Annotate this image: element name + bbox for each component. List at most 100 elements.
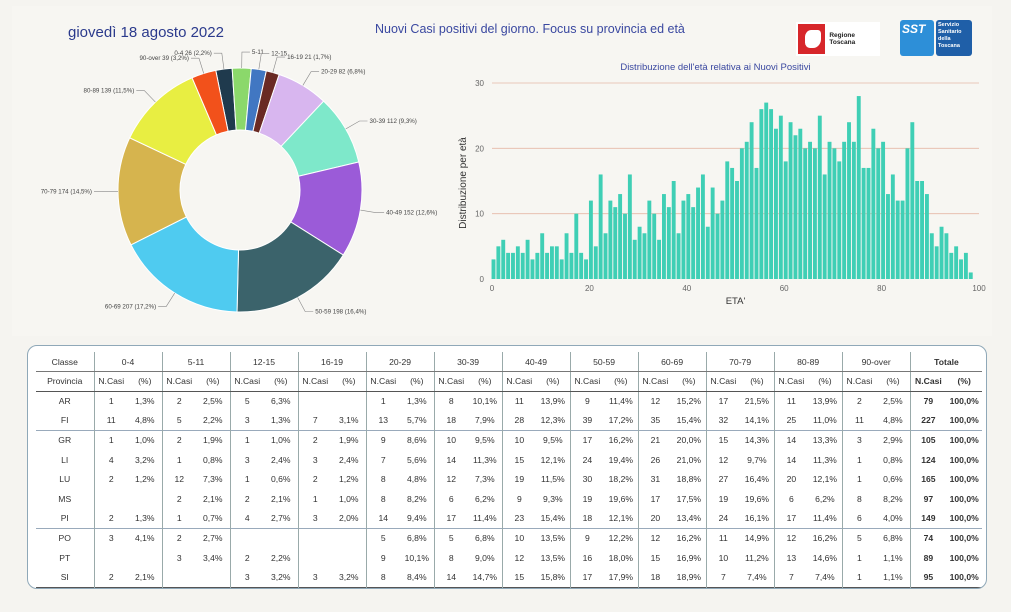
pct-cell: 2,2% <box>202 415 223 426</box>
table-row: FI 11 4,8% 5 2,2% 3 1,3% 7 3,1% 13 5,7% 18 7,9% 28 12,… <box>36 410 982 431</box>
pct-cell <box>196 568 230 588</box>
histogram-bar <box>632 239 637 279</box>
ncasi-cell: 1 <box>841 567 877 588</box>
pct-cell: 1,3% <box>270 415 291 426</box>
total-pct-cell: 100,0% <box>946 527 983 548</box>
histogram-bar <box>963 252 968 279</box>
donut-slice <box>191 69 229 136</box>
pct-cell: 4,8% <box>134 415 155 426</box>
pct-cell: 2,5% <box>196 586 231 588</box>
ncasi-cell: 10 <box>501 527 537 548</box>
pct-cell: 1,3% <box>407 396 427 407</box>
ncasi-cell: 8 <box>433 391 469 411</box>
pct-cell: 1,1% <box>883 572 903 583</box>
ncasi-cell: 2 <box>161 527 197 548</box>
donut-slice-label: 90-over 39 (3,2%) <box>139 55 189 62</box>
total-pct-cell: 100,0% <box>949 493 979 504</box>
histogram-bar <box>515 246 520 279</box>
pct-cell: 11,3% <box>472 454 497 465</box>
pct-cell: 8,4% <box>407 572 427 583</box>
total-pct-cell: 100,0% <box>949 454 979 465</box>
header-age-group: 30-39 <box>433 352 503 373</box>
donut-slice-label: 20-29 82 (6,8%) <box>321 69 365 76</box>
histogram-bar <box>842 141 847 279</box>
donut-slice-label: 40-49 152 (12,6%) <box>386 210 437 217</box>
ncasi-cell: 26 <box>637 449 673 470</box>
pct-cell: 9,3% <box>468 586 503 588</box>
pct-cell: 9,7% <box>747 454 767 465</box>
pct-cell: 3,1% <box>338 415 359 426</box>
pct-cell: 16,4% <box>604 586 639 588</box>
histogram-bar <box>535 252 540 279</box>
pct-cell: 2,5% <box>883 396 903 407</box>
total-ncasi-cell: 149 <box>909 508 947 529</box>
ncasi-cell: 32 <box>705 410 741 431</box>
pct-cell: 2,0% <box>338 513 359 524</box>
histogram-bar <box>749 122 754 279</box>
ncasi-cell: 5 <box>433 527 469 548</box>
pct-cell: 16,2% <box>672 527 707 548</box>
pct-cell: 3,2% <box>338 572 359 583</box>
donut-leader-line <box>136 90 156 103</box>
pct-cell: 13,3% <box>808 429 843 450</box>
pct-cell <box>332 391 366 411</box>
header-pct: (%) <box>808 371 843 392</box>
ncasi-cell: 5 <box>365 527 401 548</box>
ncasi-cell: 112 <box>433 586 469 588</box>
donut-leader-line <box>345 120 368 130</box>
histogram-bar <box>696 187 700 279</box>
histogram-bar <box>803 148 808 279</box>
histogram-bar <box>812 148 817 279</box>
ncasi-cell: 17 <box>569 429 605 450</box>
donut-leader-line <box>297 297 314 312</box>
pct-cell: 16,4% <box>744 474 770 485</box>
table-row: MS 2 2,1% 2 2,1% 1 1,0% 8 8,2% 6 6,2% 9 9,3% 19 19,6% 1… <box>36 489 982 509</box>
x-axis-label: ETA' <box>726 296 746 307</box>
pct-cell: 17,9% <box>608 572 634 583</box>
pct-cell: 1,7% <box>332 586 367 588</box>
ncasi-cell: 9 <box>365 547 401 568</box>
pct-cell <box>332 548 366 568</box>
ncasi-cell: 24 <box>705 508 741 529</box>
pct-cell: 6,2% <box>815 493 835 504</box>
header-pct: (%) <box>332 371 367 392</box>
histogram-bar <box>623 213 627 279</box>
pct-cell: 4,8% <box>883 415 903 426</box>
histogram-bar <box>501 239 506 279</box>
table-row: PO 3 4,1% 2 2,7% 5 6,8% 5 6,8% 10 13,5% 9 12,2% 12 16,… <box>36 527 983 548</box>
province-cell: LU <box>59 474 71 485</box>
donut-slice-label: 12-15 <box>271 51 287 58</box>
histogram-bar <box>915 181 920 279</box>
histogram-bar <box>769 109 774 279</box>
pct-cell: 4,8% <box>407 474 427 485</box>
total-ncasi-cell: 97 <box>909 489 947 509</box>
table-row: PI 2 1,3% 1 0,7% 4 2,7% 3 2,0% 14 9,4% 17 11,4% 23 15,… <box>36 508 982 529</box>
total-pct-cell: 100,0% <box>949 415 979 426</box>
header-provincia: Provincia <box>36 371 94 392</box>
histogram-bar <box>588 200 593 279</box>
histogram-bar <box>579 252 584 279</box>
province-cell: LI <box>61 454 69 465</box>
histogram-bar <box>525 239 530 279</box>
ncasi-cell: 21 <box>637 429 673 450</box>
header-ncasi: N.Casi <box>297 371 333 392</box>
pct-cell: 17,5% <box>676 493 702 504</box>
histogram-bar <box>808 141 812 279</box>
ncasi-cell: 12 <box>637 391 673 411</box>
pct-cell: 4,1% <box>128 527 163 548</box>
histogram-bar <box>720 200 725 279</box>
pct-cell: 12,1% <box>540 454 566 465</box>
total-ncasi-cell: 165 <box>909 469 947 490</box>
histogram-bar <box>559 259 564 279</box>
ncasi-cell: 35 <box>637 410 673 431</box>
ncasi-cell: 11 <box>705 527 741 548</box>
page-title: Nuovi Casi positivi del giorno. Focus su… <box>375 22 685 36</box>
x-tick-label: 60 <box>780 284 789 293</box>
pct-cell: 14,1% <box>744 415 770 426</box>
header-pct: (%) <box>604 371 639 392</box>
header-pct: (%) <box>672 371 707 392</box>
histogram-bar <box>871 128 876 279</box>
histogram-bar <box>905 148 910 279</box>
ncasi-cell: 19 <box>501 469 537 490</box>
y-tick-label: 0 <box>480 275 485 284</box>
